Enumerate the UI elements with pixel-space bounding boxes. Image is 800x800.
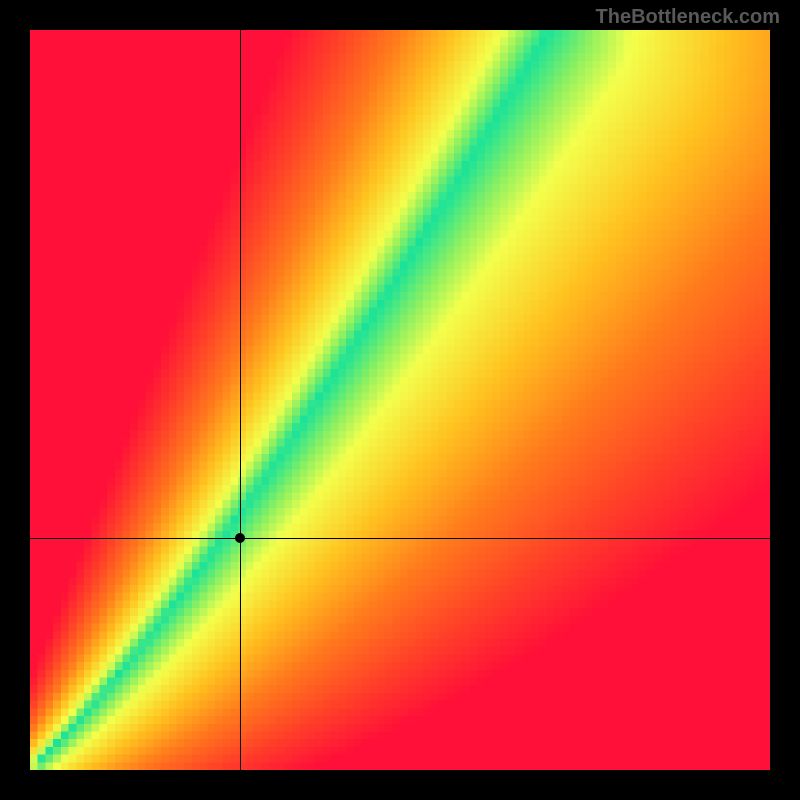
crosshair-vertical xyxy=(240,30,241,770)
data-point xyxy=(235,533,245,543)
heatmap-plot xyxy=(30,30,770,770)
crosshair-horizontal xyxy=(30,538,770,539)
heatmap-canvas xyxy=(30,30,770,770)
watermark-text: TheBottleneck.com xyxy=(596,6,780,29)
